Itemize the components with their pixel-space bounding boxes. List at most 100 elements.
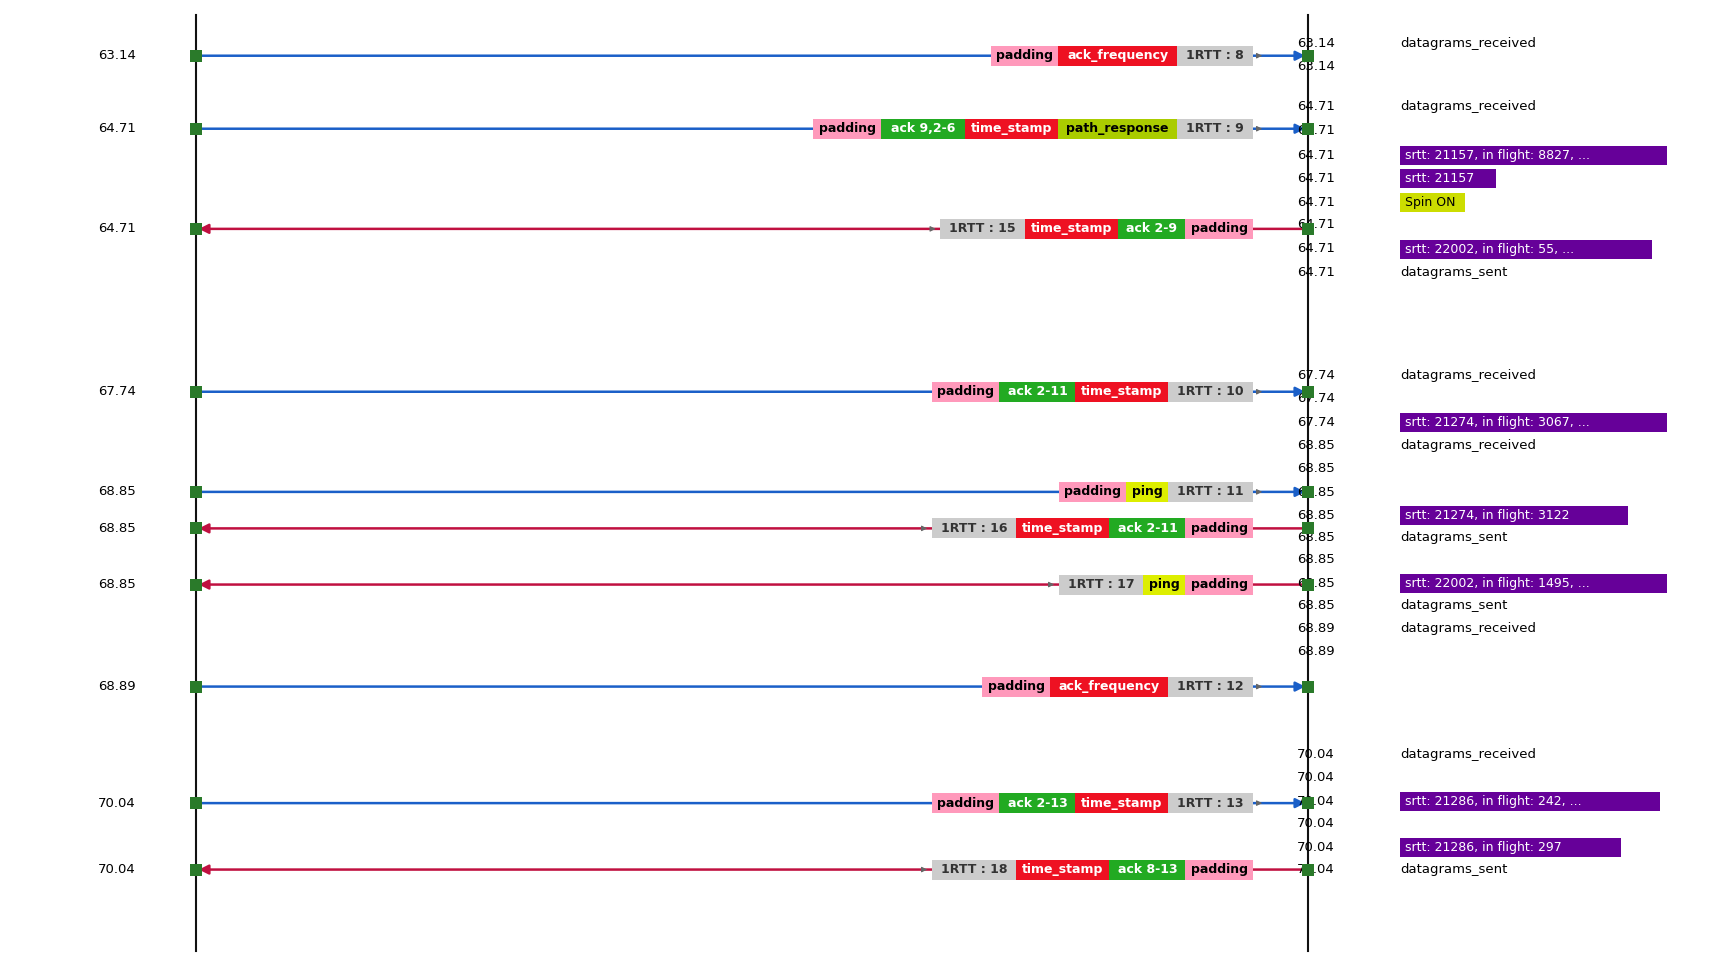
FancyBboxPatch shape — [814, 119, 882, 139]
FancyBboxPatch shape — [1058, 482, 1127, 502]
Text: padding: padding — [1191, 863, 1248, 876]
Text: srtt: 21157, in flight: 8827, ...: srtt: 21157, in flight: 8827, ... — [1406, 149, 1591, 162]
Text: 64.71: 64.71 — [1297, 149, 1335, 162]
Text: 63.14: 63.14 — [1297, 60, 1335, 73]
FancyBboxPatch shape — [1058, 119, 1177, 139]
Text: srtt: 21274, in flight: 3122: srtt: 21274, in flight: 3122 — [1406, 509, 1570, 523]
Text: 1RTT : 10: 1RTT : 10 — [1177, 385, 1245, 398]
Text: 64.71: 64.71 — [1297, 266, 1335, 279]
FancyBboxPatch shape — [1169, 382, 1254, 402]
Text: 70.04: 70.04 — [1297, 840, 1335, 854]
Text: srtt: 21157: srtt: 21157 — [1406, 172, 1475, 185]
Text: 1RTT : 18: 1RTT : 18 — [941, 863, 1008, 876]
Text: 67.74: 67.74 — [1297, 392, 1335, 406]
Text: datagrams_received: datagrams_received — [1400, 100, 1535, 113]
FancyBboxPatch shape — [882, 119, 965, 139]
FancyBboxPatch shape — [1400, 574, 1667, 593]
Text: 1RTT : 15: 1RTT : 15 — [949, 222, 1017, 236]
FancyBboxPatch shape — [932, 793, 999, 813]
FancyBboxPatch shape — [1177, 45, 1254, 66]
Text: 70.04: 70.04 — [1297, 748, 1335, 761]
Text: 1RTT : 17: 1RTT : 17 — [1069, 578, 1134, 591]
FancyBboxPatch shape — [965, 119, 1058, 139]
FancyBboxPatch shape — [1400, 192, 1464, 212]
Text: srtt: 22002, in flight: 1495, ...: srtt: 22002, in flight: 1495, ... — [1406, 577, 1589, 589]
Text: 68.85: 68.85 — [1297, 599, 1335, 612]
Text: padding: padding — [1065, 485, 1120, 498]
Text: 68.85: 68.85 — [1297, 530, 1335, 544]
FancyBboxPatch shape — [1075, 382, 1169, 402]
Text: srtt: 21286, in flight: 297: srtt: 21286, in flight: 297 — [1406, 840, 1561, 854]
Text: datagrams_received: datagrams_received — [1400, 621, 1535, 635]
FancyBboxPatch shape — [1186, 860, 1254, 880]
Text: time_stamp: time_stamp — [972, 123, 1053, 135]
FancyBboxPatch shape — [1058, 45, 1177, 66]
FancyBboxPatch shape — [1400, 169, 1496, 188]
Text: 64.71: 64.71 — [1297, 242, 1335, 255]
Text: padding: padding — [1191, 522, 1248, 535]
FancyBboxPatch shape — [999, 382, 1075, 402]
Text: ack 2-11: ack 2-11 — [1117, 522, 1177, 535]
FancyBboxPatch shape — [932, 382, 999, 402]
Text: 64.71: 64.71 — [99, 123, 137, 135]
Text: padding: padding — [1191, 222, 1248, 236]
Text: padding: padding — [996, 49, 1053, 62]
FancyBboxPatch shape — [1143, 575, 1186, 594]
FancyBboxPatch shape — [1186, 219, 1254, 239]
FancyBboxPatch shape — [932, 519, 1017, 538]
Text: ack 2-9: ack 2-9 — [1126, 222, 1177, 236]
FancyBboxPatch shape — [1017, 860, 1110, 880]
Text: 68.89: 68.89 — [1297, 621, 1335, 635]
Text: padding: padding — [1191, 578, 1248, 591]
Text: 68.85: 68.85 — [99, 485, 137, 498]
FancyBboxPatch shape — [1075, 793, 1169, 813]
Text: datagrams_sent: datagrams_sent — [1400, 266, 1508, 279]
FancyBboxPatch shape — [1025, 219, 1119, 239]
Text: 63.14: 63.14 — [1297, 37, 1335, 49]
Text: 68.89: 68.89 — [99, 680, 137, 693]
Text: padding: padding — [937, 797, 994, 810]
Text: Spin ON: Spin ON — [1406, 196, 1456, 209]
Text: 1RTT : 11: 1RTT : 11 — [1177, 485, 1245, 498]
Text: 67.74: 67.74 — [1297, 415, 1335, 429]
FancyBboxPatch shape — [1400, 240, 1651, 259]
Text: datagrams_received: datagrams_received — [1400, 440, 1535, 452]
Text: srtt: 22002, in flight: 55, ...: srtt: 22002, in flight: 55, ... — [1406, 242, 1573, 255]
Text: 68.85: 68.85 — [1297, 577, 1335, 589]
Text: ping: ping — [1132, 485, 1164, 498]
Text: ping: ping — [1150, 578, 1179, 591]
Text: 1RTT : 13: 1RTT : 13 — [1177, 797, 1243, 810]
Text: datagrams_received: datagrams_received — [1400, 748, 1535, 761]
Text: 70.04: 70.04 — [1297, 863, 1335, 876]
Text: 63.14: 63.14 — [99, 49, 137, 62]
Text: 68.85: 68.85 — [1297, 463, 1335, 475]
Text: ack_frequency: ack_frequency — [1058, 680, 1160, 693]
Text: 70.04: 70.04 — [99, 797, 137, 810]
FancyBboxPatch shape — [999, 793, 1075, 813]
Text: 1RTT : 16: 1RTT : 16 — [941, 522, 1008, 535]
Text: ack 8-13: ack 8-13 — [1117, 863, 1177, 876]
FancyBboxPatch shape — [1169, 793, 1254, 813]
Text: padding: padding — [937, 385, 994, 398]
FancyBboxPatch shape — [941, 219, 1025, 239]
FancyBboxPatch shape — [1110, 519, 1186, 538]
Text: 64.71: 64.71 — [1297, 196, 1335, 209]
Text: 64.71: 64.71 — [99, 222, 137, 236]
Text: 64.71: 64.71 — [1297, 124, 1335, 136]
Text: ack 2-11: ack 2-11 — [1008, 385, 1067, 398]
Text: time_stamp: time_stamp — [1081, 385, 1162, 398]
FancyBboxPatch shape — [1400, 412, 1667, 432]
FancyBboxPatch shape — [1186, 519, 1254, 538]
Text: 68.85: 68.85 — [1297, 554, 1335, 566]
Text: 67.74: 67.74 — [1297, 369, 1335, 382]
Text: time_stamp: time_stamp — [1022, 863, 1103, 876]
FancyBboxPatch shape — [1058, 575, 1143, 594]
Text: 1RTT : 8: 1RTT : 8 — [1186, 49, 1243, 62]
Text: 68.85: 68.85 — [1297, 440, 1335, 452]
Text: datagrams_received: datagrams_received — [1400, 37, 1535, 49]
Text: time_stamp: time_stamp — [1030, 222, 1112, 236]
Text: ack_frequency: ack_frequency — [1067, 49, 1169, 62]
FancyBboxPatch shape — [1400, 792, 1660, 810]
FancyBboxPatch shape — [1169, 482, 1254, 502]
Text: 1RTT : 9: 1RTT : 9 — [1186, 123, 1243, 135]
